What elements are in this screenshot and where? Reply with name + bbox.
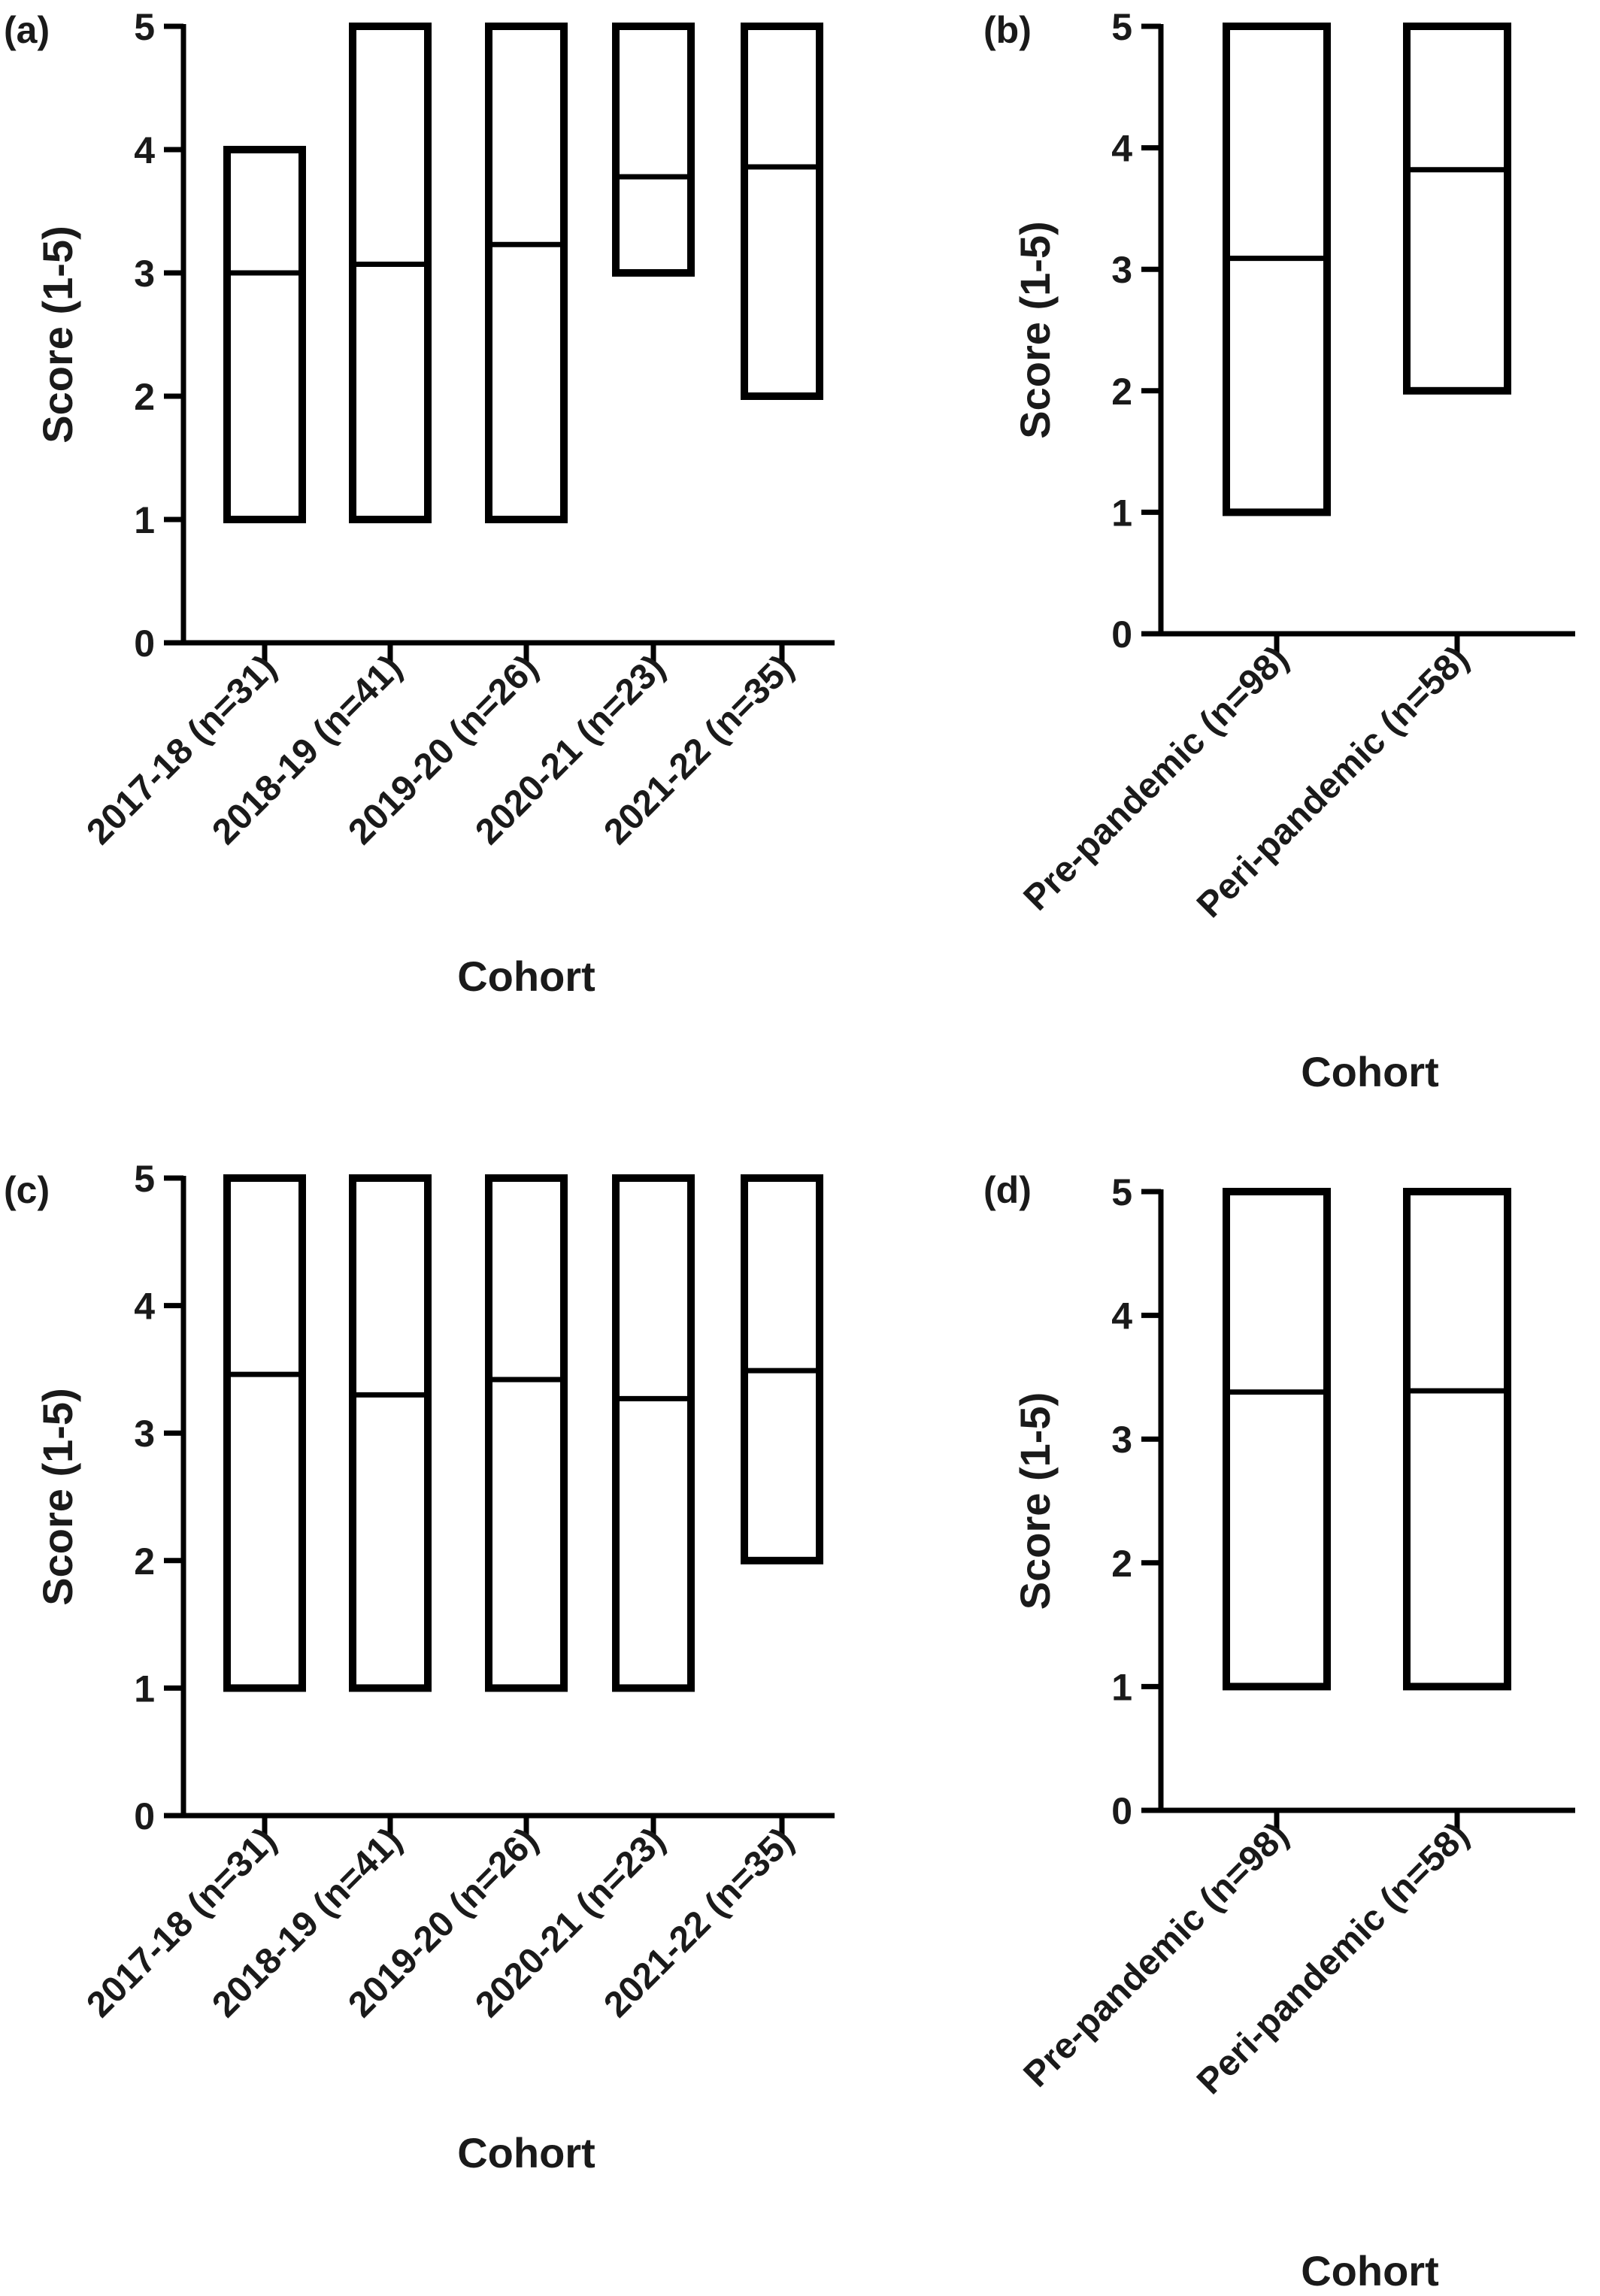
range-bar <box>485 1174 568 1692</box>
y-axis-title: Score (1-5) <box>1011 221 1059 438</box>
range-bar <box>741 23 823 400</box>
y-tick-label: 0 <box>134 1795 155 1837</box>
y-tick-label: 2 <box>134 1540 155 1583</box>
y-axis-title: Score (1-5) <box>1011 1392 1059 1610</box>
y-tick-label: 2 <box>134 376 155 418</box>
y-tick-label: 4 <box>134 1286 155 1328</box>
y-tick-label: 5 <box>1111 1171 1132 1213</box>
y-tick-label: 0 <box>1111 1790 1132 1832</box>
range-bar <box>1223 23 1331 516</box>
y-tick-label: 3 <box>134 1413 155 1455</box>
y-tick-label: 4 <box>1111 1295 1132 1337</box>
range-bar <box>612 23 695 277</box>
y-tick-label: 1 <box>1111 492 1132 534</box>
y-axis-title: Score (1-5) <box>34 1388 81 1605</box>
y-tick-label: 5 <box>1111 6 1132 48</box>
panel-label: (b) <box>983 9 1032 51</box>
y-tick-label: 1 <box>134 499 155 541</box>
y-tick-label: 3 <box>1111 249 1132 291</box>
x-axis-title: Cohort <box>457 953 595 1000</box>
range-bar <box>349 1174 432 1692</box>
y-tick-label: 2 <box>1111 1543 1132 1585</box>
range-bar <box>349 23 432 523</box>
y-tick-label: 4 <box>134 129 155 171</box>
y-tick-label: 1 <box>1111 1666 1132 1708</box>
y-tick-label: 5 <box>134 6 155 48</box>
y-tick-label: 0 <box>1111 613 1132 656</box>
range-bar <box>1403 1188 1511 1691</box>
x-axis-title: Cohort <box>457 2129 595 2176</box>
panel-label: (a) <box>4 9 50 51</box>
y-tick-label: 3 <box>134 253 155 295</box>
panel-label: (d) <box>983 1169 1032 1211</box>
x-axis-title: Cohort <box>1301 2247 1439 2294</box>
y-tick-label: 4 <box>1111 128 1132 170</box>
range-bar <box>223 146 306 523</box>
range-bar <box>1223 1188 1331 1691</box>
y-tick-label: 3 <box>1111 1419 1132 1461</box>
range-bar <box>612 1174 695 1692</box>
range-bar <box>1403 23 1511 395</box>
range-bar <box>485 23 568 523</box>
y-axis-title: Score (1-5) <box>34 226 81 443</box>
panel-label: (c) <box>4 1169 50 1211</box>
x-axis-title: Cohort <box>1301 1048 1439 1095</box>
y-tick-label: 0 <box>134 622 155 665</box>
range-bar <box>223 1174 306 1692</box>
y-tick-label: 1 <box>134 1667 155 1710</box>
y-tick-label: 5 <box>134 1158 155 1200</box>
y-tick-label: 2 <box>1111 371 1132 413</box>
